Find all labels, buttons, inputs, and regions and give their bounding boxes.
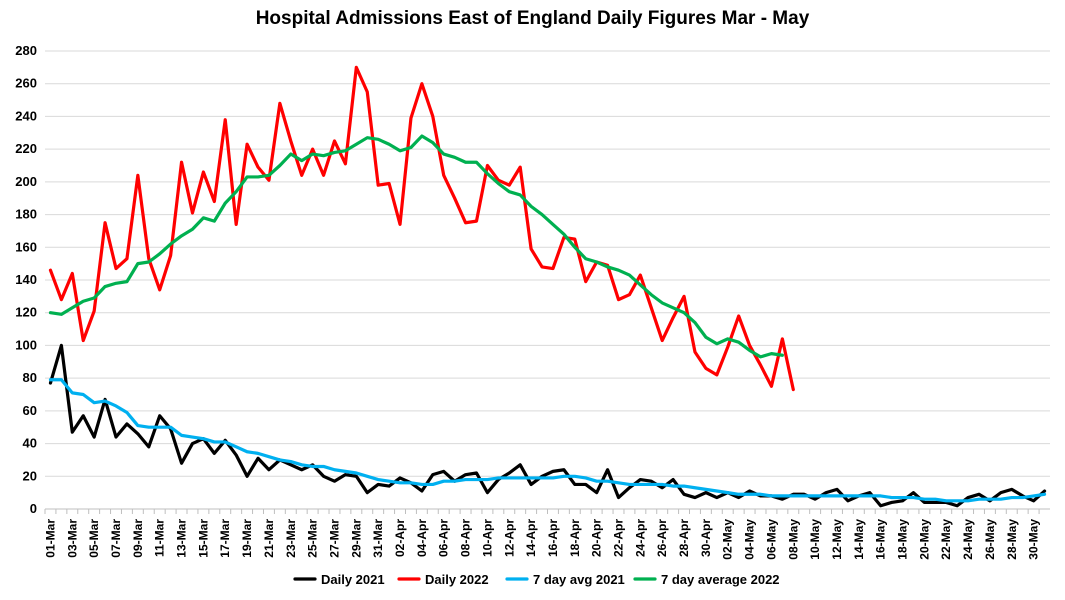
legend-label: Daily 2021 <box>321 572 385 587</box>
x-tick-label: 04-May <box>743 519 757 560</box>
x-tick-label: 02-Apr <box>393 519 407 557</box>
x-tick-label: 14-Apr <box>524 519 538 557</box>
x-tick-label: 11-Mar <box>153 519 167 557</box>
legend-item: 7 day avg 2021 <box>505 572 625 587</box>
legend-item: Daily 2021 <box>293 572 385 587</box>
y-tick-label: 220 <box>15 141 37 156</box>
y-tick-label: 20 <box>23 468 37 483</box>
series-layer <box>48 65 1047 508</box>
x-tick-label: 09-Mar <box>131 519 145 558</box>
legend-item: Daily 2022 <box>397 572 489 587</box>
x-tick-label: 30-Apr <box>699 519 713 557</box>
x-tick-label: 19-Mar <box>240 519 254 558</box>
series-line-7-day-average-2022 <box>48 134 784 359</box>
x-tick-label: 08-Apr <box>459 519 473 557</box>
x-tick-label: 08-May <box>786 519 800 560</box>
x-tick-label: 28-May <box>1005 519 1019 560</box>
y-tick-label: 120 <box>15 305 37 320</box>
y-tick-label: 200 <box>15 174 37 189</box>
grid-layer <box>45 50 1050 510</box>
x-tick-label: 18-Apr <box>568 519 582 557</box>
x-tick-label: 24-May <box>961 519 975 560</box>
series-line-daily-2022 <box>48 65 795 392</box>
x-tick-label: 18-May <box>896 519 910 560</box>
y-tick-label: 140 <box>15 272 37 287</box>
legend-item: 7 day average 2022 <box>633 572 780 587</box>
x-tick-label: 20-Apr <box>590 519 604 557</box>
series-line-daily-2021 <box>48 343 1047 508</box>
x-tick-label: 23-Mar <box>284 519 298 558</box>
y-tick-label: 180 <box>15 207 37 222</box>
y-tick-label: 260 <box>15 76 37 91</box>
x-tick-label: 20-May <box>917 519 931 560</box>
x-tick-label: 22-May <box>939 519 953 560</box>
x-tick-label: 27-Mar <box>327 519 341 558</box>
x-tick-label: 14-May <box>852 519 866 560</box>
x-tick-label: 25-Mar <box>306 519 320 558</box>
x-tick-label: 10-May <box>808 519 822 560</box>
legend-label: 7 day average 2022 <box>661 572 780 587</box>
y-tick-label: 160 <box>15 239 37 254</box>
y-tick-label: 240 <box>15 108 37 123</box>
x-tick-label: 12-Apr <box>502 519 516 557</box>
series-line-7-day-avg-2021 <box>48 378 1047 503</box>
y-tick-label: 0 <box>30 501 37 516</box>
x-tick-label: 16-May <box>874 519 888 560</box>
x-tick-label: 12-May <box>830 519 844 560</box>
y-tick-label: 60 <box>23 403 37 418</box>
x-tick-label: 31-Mar <box>371 519 385 558</box>
y-axis: 0 20 40 60 80 100 120 140 160 180 200 220 240 260 280 <box>15 43 37 516</box>
x-axis: 01-Mar 03-Mar 05-Mar 07-Mar 09-Mar 11-Mar 13-M… <box>43 509 1041 560</box>
x-tick-label: 06-Apr <box>437 519 451 557</box>
x-tick-label: 28-Apr <box>677 519 691 557</box>
x-tick-label: 13-Mar <box>175 519 189 558</box>
x-tick-label: 17-Mar <box>218 519 232 558</box>
x-tick-label: 04-Apr <box>415 519 429 557</box>
x-tick-label: 29-Mar <box>349 519 363 558</box>
x-tick-label: 21-Mar <box>262 519 276 558</box>
y-tick-label: 280 <box>15 43 37 58</box>
x-tick-label: 16-Apr <box>546 519 560 557</box>
legend-label: Daily 2022 <box>425 572 489 587</box>
y-tick-label: 80 <box>23 370 37 385</box>
x-tick-label: 15-Mar <box>196 519 210 558</box>
x-tick-label: 01-Mar <box>43 519 57 558</box>
chart-title: Hospital Admissions East of England Dail… <box>255 8 810 29</box>
x-tick-label: 10-Apr <box>480 519 494 557</box>
legend: Daily 2021 Daily 2022 7 day avg 2021 7 day … <box>293 572 780 587</box>
x-tick-label: 22-Apr <box>612 519 626 557</box>
x-tick-label: 02-May <box>721 519 735 560</box>
x-tick-label: 03-Mar <box>65 519 79 558</box>
y-tick-label: 100 <box>15 337 37 352</box>
x-tick-label: 06-May <box>764 519 778 560</box>
x-tick-label: 26-Apr <box>655 519 669 557</box>
x-tick-label: 30-May <box>1027 519 1041 560</box>
y-tick-label: 40 <box>23 436 37 451</box>
x-tick-label: 24-Apr <box>633 519 647 557</box>
x-tick-label: 05-Mar <box>87 519 101 558</box>
x-tick-label: 07-Mar <box>109 519 123 558</box>
x-tick-label: 26-May <box>983 519 997 560</box>
legend-label: 7 day avg 2021 <box>533 572 625 587</box>
